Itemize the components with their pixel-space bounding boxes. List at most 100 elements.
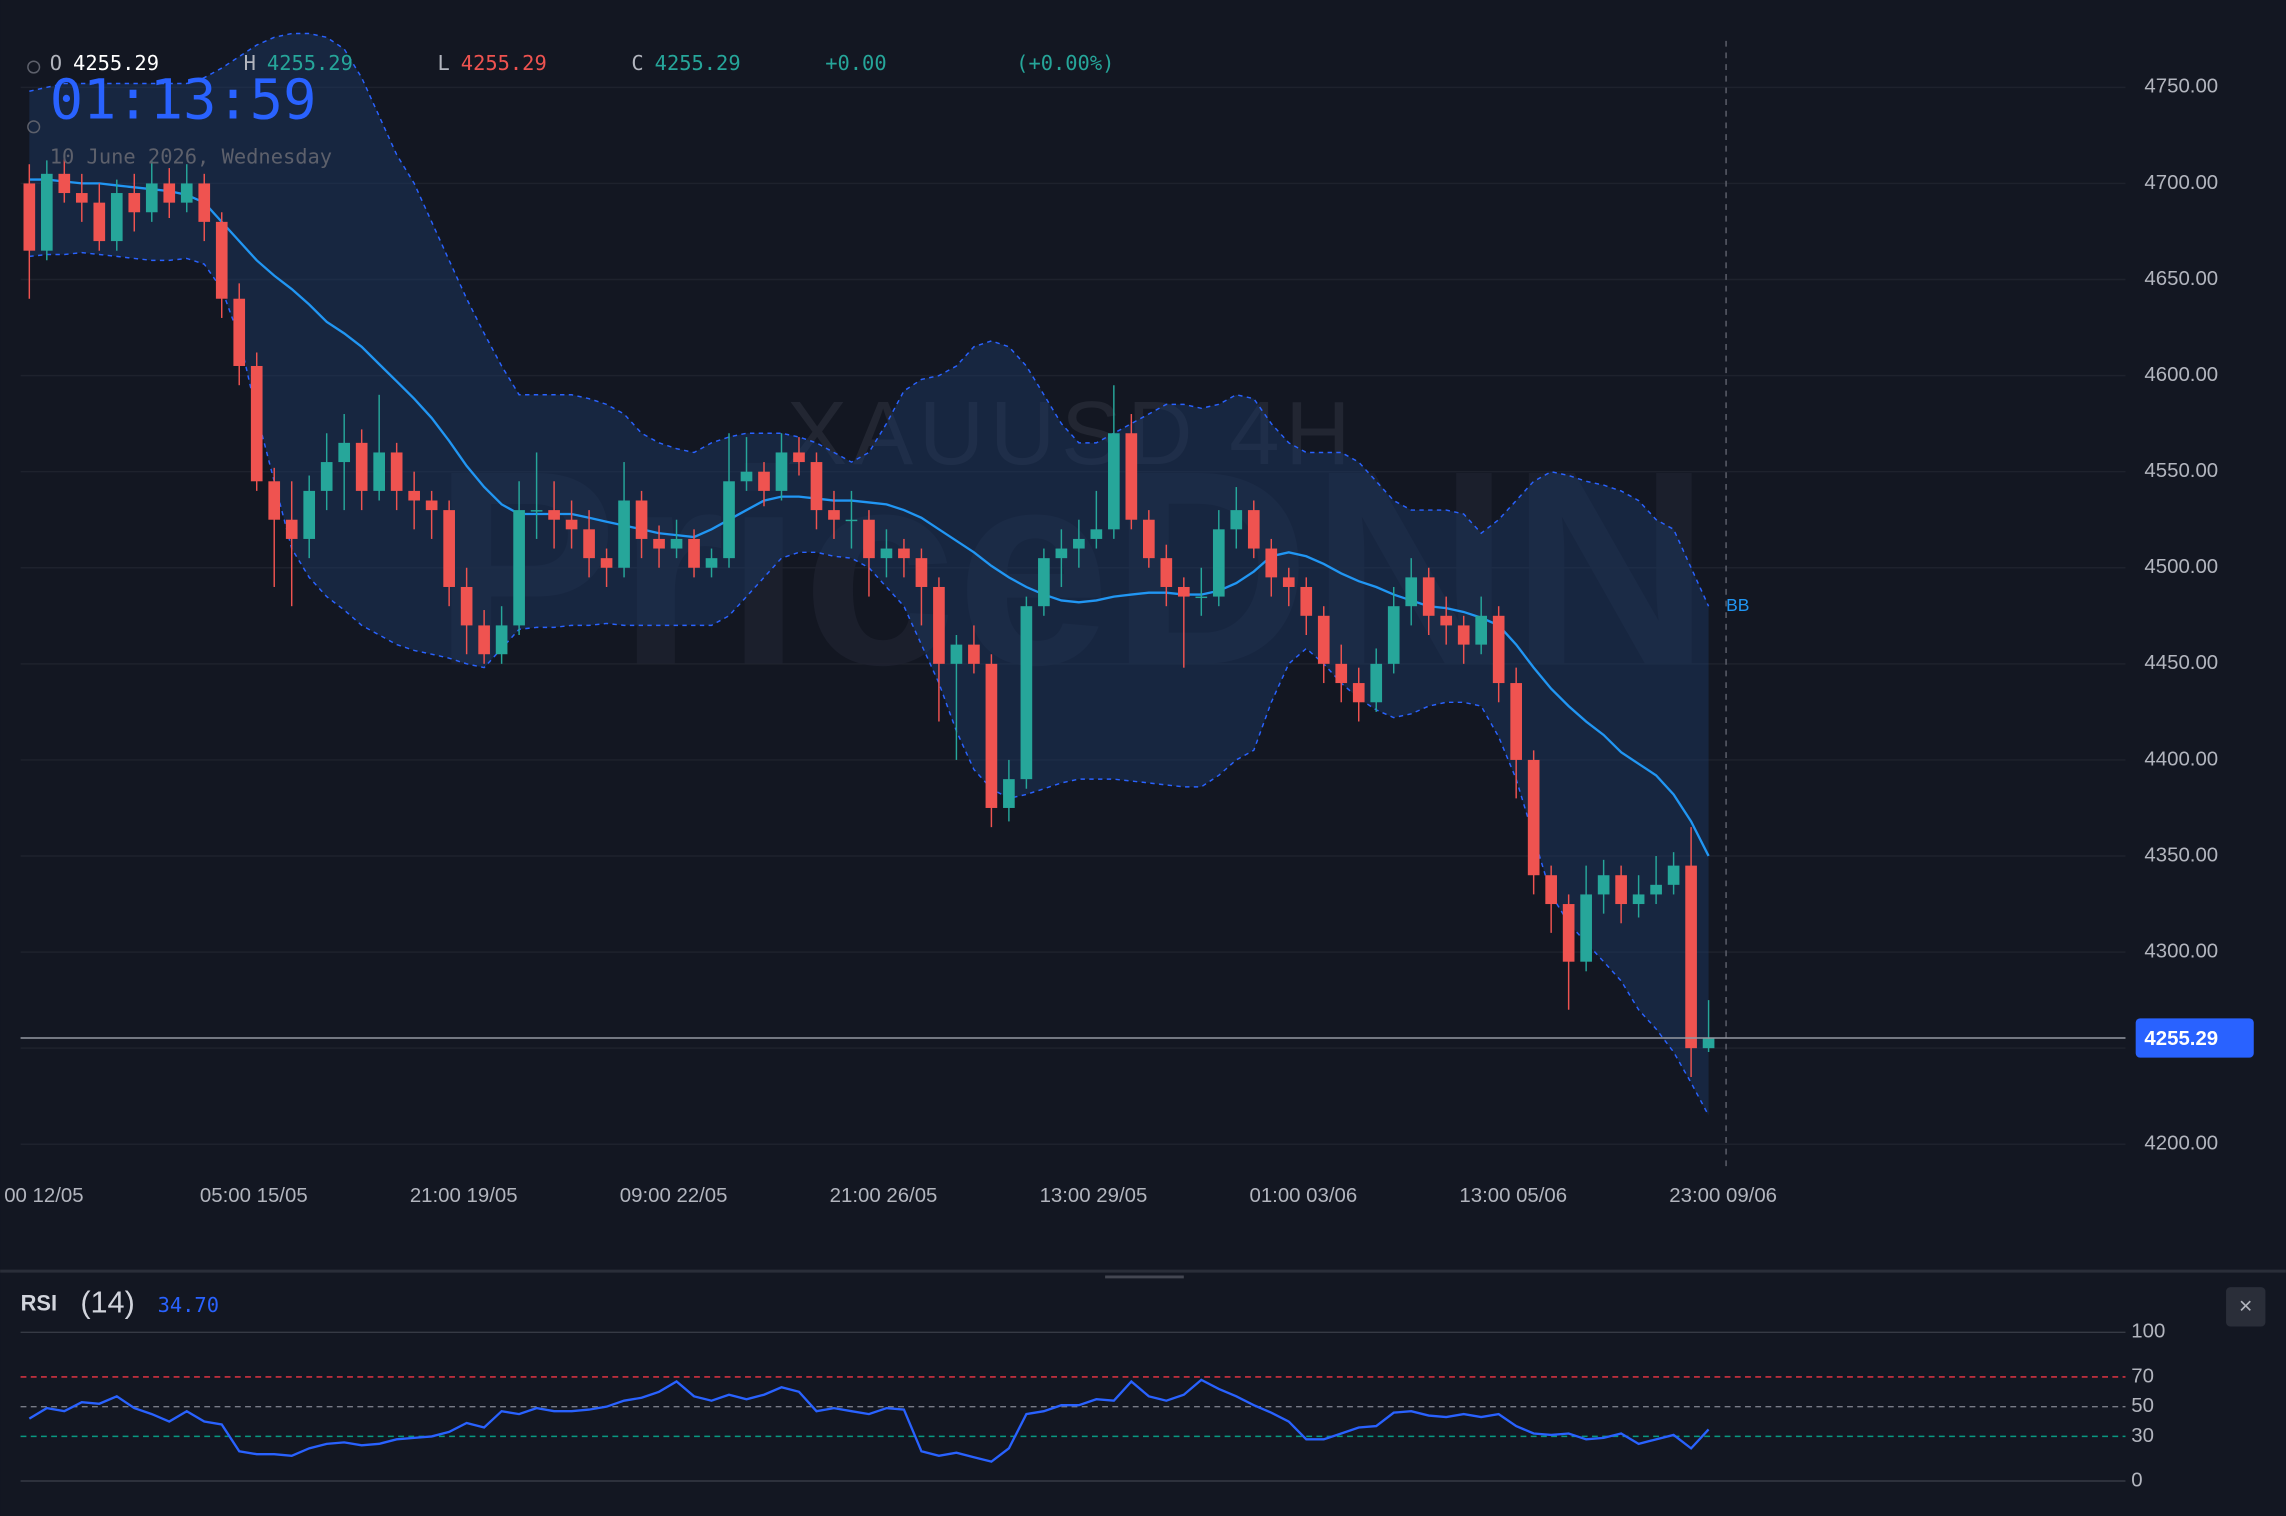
candle-body [1562,904,1575,962]
candle-body [233,298,246,366]
candle-body [1090,529,1103,539]
candle-body [425,500,438,511]
candle-body [1300,586,1313,616]
candle-body [985,663,998,808]
y-tick-label: 4650.00 [2144,268,2218,290]
candle-body [1055,548,1068,559]
rsi-tick-label: 0 [2131,1469,2142,1491]
candle-body [75,193,88,203]
candle-body [810,462,823,511]
candle-body [58,173,71,194]
rsi-pane: RSI (14) 34.70 × 100 70 50 30 0 [20,1286,2266,1491]
y-tick-label: 4400.00 [2144,748,2218,770]
eye-icon[interactable] [27,60,41,74]
candle-body [1352,683,1365,703]
candle-body [583,529,595,559]
candle-body [688,538,700,568]
rsi-value: 34.70 [158,1293,219,1317]
h-value: 4255.29 [267,51,353,75]
candle-body [1650,884,1662,895]
candle-body [1003,779,1015,808]
candle-body [1335,663,1348,684]
y-tick-label: 4450.00 [2144,652,2218,674]
candle-body [530,510,543,512]
c-value: 4255.29 [655,51,741,75]
candle-body [1510,683,1522,760]
x-tick-label: 00 12/05 [4,1185,83,1207]
candle-body [950,644,963,664]
bb-lower [29,251,1710,1116]
rsi-tick-label: 70 [2131,1365,2154,1387]
candle-body [373,452,385,491]
candle-body [390,452,403,491]
candle-body [548,510,560,520]
y-tick-label: 4200.00 [2144,1133,2218,1155]
candle-body [338,442,351,463]
candle-body [1457,625,1470,645]
candle-body [215,221,228,299]
candle-body [1160,558,1173,587]
l-label: L [437,51,449,75]
candle-body [1143,519,1155,559]
c-label: C [631,51,643,75]
candle-body [1597,875,1610,895]
candle-body [1580,894,1592,962]
rsi-line [28,1378,1710,1463]
rsi-tick-label: 30 [2131,1425,2154,1447]
candle-body [1405,577,1418,607]
candle-body [915,558,928,587]
clock: 01:13:59 [50,69,317,133]
candle-body [1282,577,1295,587]
x-tick-label: 23:00 09/06 [1669,1185,1777,1207]
candle-body [880,548,893,559]
candle-body [565,519,578,530]
candle-body [478,625,490,655]
candle-body [443,510,455,587]
candle-body [460,586,473,626]
candle-body [1387,606,1400,664]
candle-body [863,519,875,559]
candle-body [1247,510,1260,549]
candle-body [303,490,316,539]
candle-body [653,538,665,549]
eye-icon[interactable] [27,120,41,134]
date: 10 June 2026, Wednesday [50,144,332,168]
candle-body [1073,538,1085,549]
candle-body [740,471,753,482]
rsi-param: (14) [80,1286,134,1320]
candle-body [1108,433,1120,530]
candle-body [618,500,630,568]
rsi-tick-label: 100 [2131,1321,2165,1343]
candle-body [1020,606,1033,780]
candle-body [968,644,980,664]
candle-body [793,452,805,463]
last-price-label: 4255.29 [2144,1028,2218,1050]
change: +0.00 [825,51,886,75]
x-tick-label: 21:00 19/05 [410,1185,518,1207]
candle-body [758,471,770,491]
candle-body [495,625,508,655]
x-tick-label: 13:00 05/06 [1459,1185,1567,1207]
candle-body [933,586,945,664]
candle-body [1317,615,1330,664]
candle-body [180,183,193,203]
candle-body [1545,875,1557,905]
candle-body [268,481,281,520]
candle-body [828,510,840,520]
x-tick-label: 21:00 26/05 [830,1185,938,1207]
candle-body [1177,586,1190,597]
candle-body [670,538,683,549]
candle-body [40,173,53,251]
close-icon[interactable]: × [2239,1293,2253,1319]
close-button[interactable] [2226,1287,2266,1327]
o-value: 4255.29 [73,51,159,75]
x-tick-label: 05:00 15/05 [200,1185,308,1207]
bb-upper [29,32,1710,607]
l-value: 4255.29 [461,51,547,75]
candle-body [285,519,298,539]
candle-body [320,462,333,491]
candle-body [110,193,123,242]
y-tick-label: 4350.00 [2144,844,2218,866]
